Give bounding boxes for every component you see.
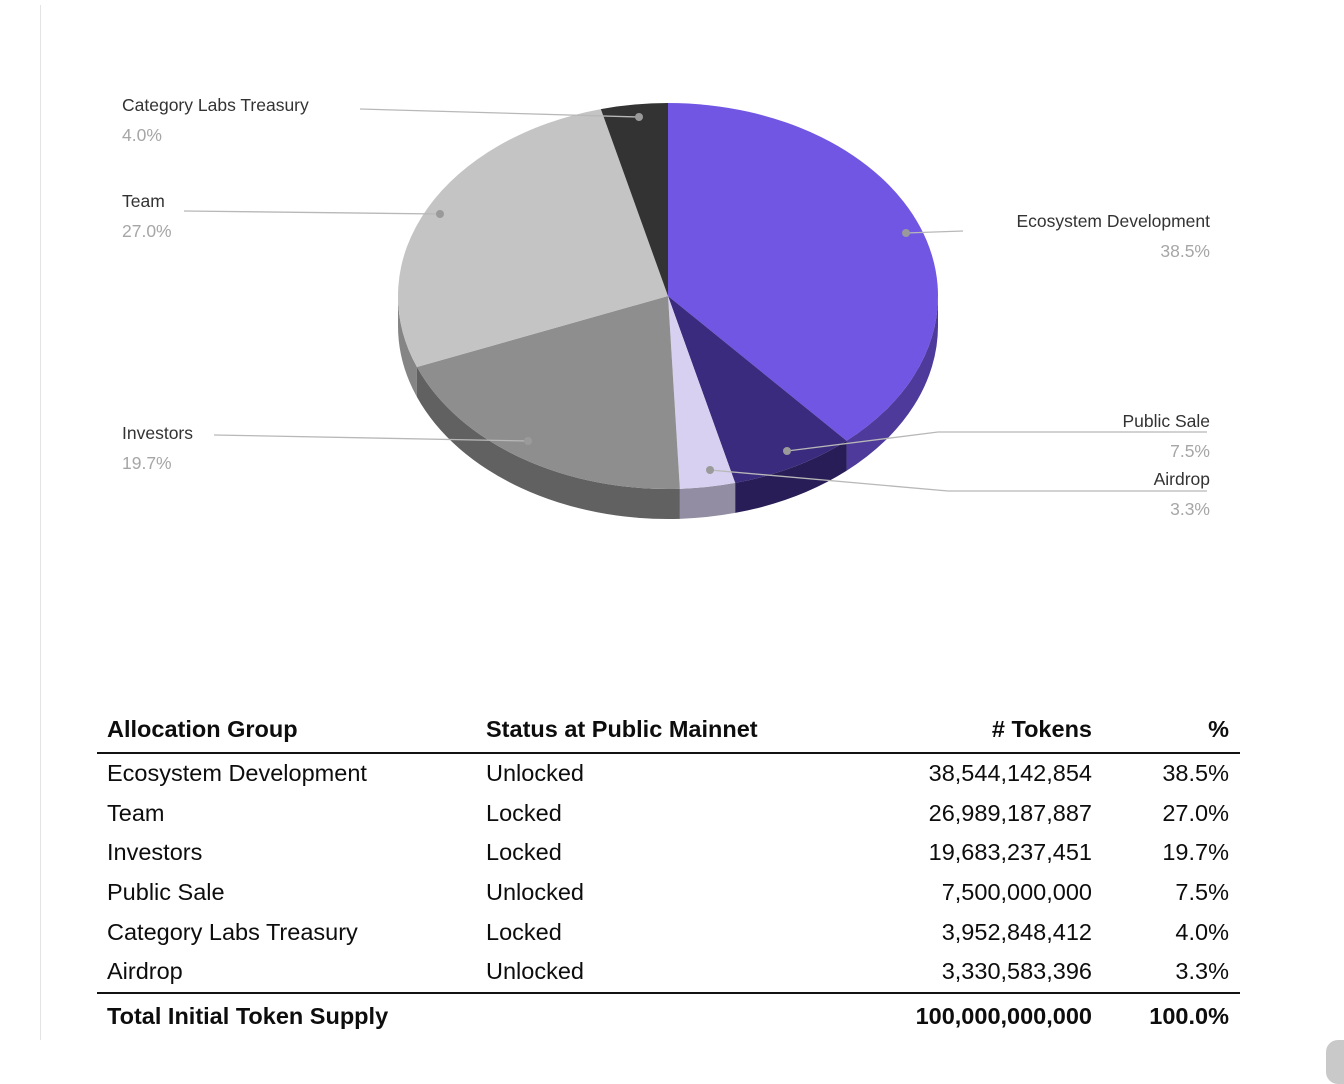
pie-label-public-sale: Public Sale 7.5%	[1122, 406, 1210, 466]
page-edge-divider	[40, 5, 41, 1040]
cell-group: Airdrop	[107, 958, 183, 985]
cell-tokens: 38,544,142,854	[928, 760, 1092, 787]
table-row: Public Sale Unlocked 7,500,000,000 7.5%	[97, 873, 1240, 913]
table-row: Team Locked 26,989,187,887 27.0%	[97, 794, 1240, 834]
table-row: Investors Locked 19,683,237,451 19.7%	[97, 833, 1240, 873]
cell-status: Unlocked	[486, 958, 584, 985]
total-label: Total Initial Token Supply	[97, 991, 486, 1040]
pie-label-team: Team 27.0%	[122, 186, 172, 246]
pie-label-airdrop: Airdrop 3.3%	[1154, 464, 1210, 524]
pie-label-percent: 7.5%	[1170, 441, 1210, 461]
pie-label-percent: 3.3%	[1170, 499, 1210, 519]
cell-tokens: 26,989,187,887	[928, 799, 1092, 826]
pie-label-name: Airdrop	[1153, 469, 1210, 489]
cell-percent: 4.0%	[1175, 918, 1229, 945]
pie-label-ecosystem-development: Ecosystem Development 38.5%	[1016, 206, 1210, 266]
total-tokens: 100,000,000,000	[795, 991, 1092, 1040]
pie-svg	[183, 103, 1207, 519]
table-row: Category Labs Treasury Locked 3,952,848,…	[97, 912, 1240, 952]
col-header-tokens: # Tokens	[795, 716, 1092, 754]
pie-label-percent: 38.5%	[1160, 241, 1210, 261]
cell-group: Team	[107, 799, 165, 826]
cell-tokens: 19,683,237,451	[928, 839, 1092, 866]
total-status-empty	[486, 991, 795, 1040]
token-allocation-pie-chart: Category Labs Treasury 4.0% Team 27.0% I…	[122, 90, 1210, 524]
pie-label-name: Public Sale	[1122, 411, 1210, 431]
pie-label-category-labs-treasury: Category Labs Treasury 4.0%	[122, 90, 309, 150]
pie-label-name: Team	[122, 191, 165, 211]
cell-tokens: 7,500,000,000	[941, 879, 1092, 906]
cell-percent: 7.5%	[1175, 879, 1229, 906]
cell-status: Locked	[486, 799, 562, 826]
table-row: Ecosystem Development Unlocked 38,544,14…	[97, 753, 1240, 794]
pie-label-name: Ecosystem Development	[1016, 211, 1210, 231]
cell-status: Unlocked	[486, 760, 584, 787]
pie-label-percent: 4.0%	[122, 125, 162, 145]
cell-tokens: 3,952,848,412	[941, 918, 1092, 945]
cell-percent: 38.5%	[1162, 760, 1229, 787]
cell-percent: 27.0%	[1162, 799, 1229, 826]
pie-label-name: Investors	[122, 423, 193, 443]
pie-label-name: Category Labs Treasury	[122, 95, 309, 115]
scrollbar-thumb[interactable]	[1326, 1040, 1344, 1084]
cell-group: Ecosystem Development	[107, 760, 367, 787]
table-total-row: Total Initial Token Supply 100,000,000,0…	[97, 991, 1240, 1040]
cell-percent: 19.7%	[1162, 839, 1229, 866]
cell-group: Category Labs Treasury	[107, 918, 358, 945]
cell-status: Locked	[486, 839, 562, 866]
pie-label-percent: 27.0%	[122, 221, 172, 241]
total-percent: 100.0%	[1092, 991, 1240, 1040]
cell-percent: 3.3%	[1175, 958, 1229, 985]
cell-status: Unlocked	[486, 879, 584, 906]
col-header-status: Status at Public Mainnet	[486, 716, 795, 754]
col-header-allocation-group: Allocation Group	[97, 716, 486, 754]
cell-group: Public Sale	[107, 879, 225, 906]
col-header-percent: %	[1092, 716, 1240, 754]
cell-tokens: 3,330,583,396	[941, 958, 1092, 985]
cell-status: Locked	[486, 918, 562, 945]
pie-label-percent: 19.7%	[122, 453, 172, 473]
table-row: Airdrop Unlocked 3,330,583,396 3.3%	[97, 952, 1240, 993]
cell-group: Investors	[107, 839, 203, 866]
pie-label-investors: Investors 19.7%	[122, 418, 193, 478]
table-header-row: Allocation Group Status at Public Mainne…	[97, 716, 1240, 754]
allocation-table: Allocation Group Status at Public Mainne…	[97, 716, 1240, 1040]
